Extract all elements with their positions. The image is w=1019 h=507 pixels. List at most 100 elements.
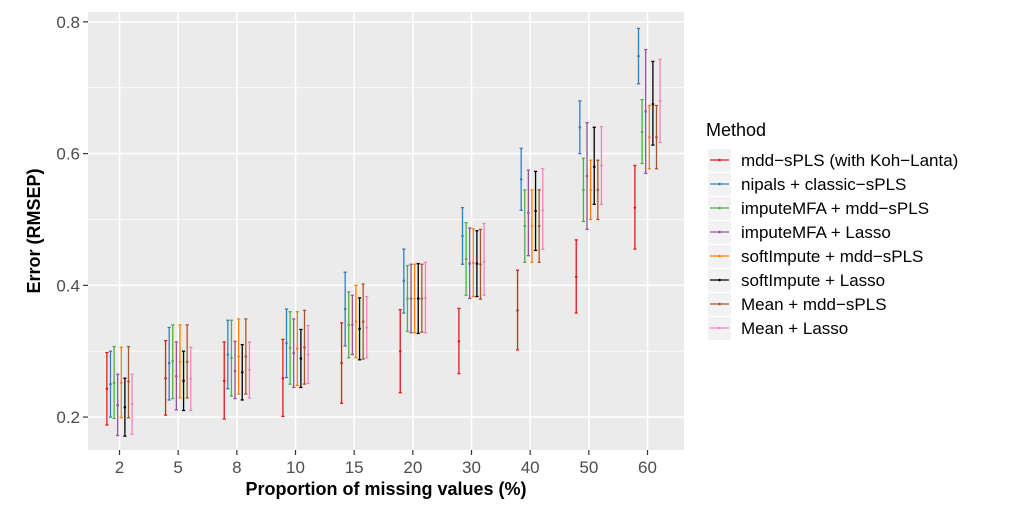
x-tick-label: 15 <box>345 458 364 477</box>
mean-point <box>351 323 354 327</box>
errorbar <box>654 104 659 170</box>
mean-point <box>534 209 537 213</box>
legend-item: nipals + classic−sPLS <box>708 173 906 196</box>
mean-point <box>285 341 288 345</box>
mean-point <box>482 260 486 263</box>
x-tick-label: 20 <box>403 458 422 477</box>
legend-label: mdd−sPLS (with Koh−Lanta) <box>741 151 958 170</box>
errorbar <box>644 48 648 175</box>
errorbar <box>357 297 362 361</box>
errorbar <box>178 324 182 399</box>
legend: Method mdd−sPLS (with Koh−Lanta) nipals +… <box>706 120 958 340</box>
mean-point <box>409 297 413 300</box>
mean-point <box>413 297 416 300</box>
mean-point <box>648 135 651 139</box>
mean-point <box>468 262 472 265</box>
mean-point <box>365 326 369 329</box>
legend-label: nipals + classic−sPLS <box>741 175 906 194</box>
mean-point <box>585 174 589 178</box>
legend-item: Mean + Lasso <box>708 317 848 340</box>
errorbar <box>229 319 234 397</box>
mean-point <box>248 368 251 371</box>
errorbar <box>281 338 285 418</box>
x-tick-label: 60 <box>638 458 657 477</box>
errorbar <box>640 98 644 165</box>
errorbar <box>108 350 113 418</box>
errorbar <box>457 307 461 375</box>
errorbar <box>515 269 520 351</box>
mean-point <box>105 387 109 391</box>
x-tick-label: 50 <box>579 458 598 477</box>
mean-point <box>475 262 479 265</box>
errorbar <box>343 271 347 347</box>
errorbar <box>541 168 545 250</box>
errorbar <box>237 318 241 395</box>
errorbar <box>398 309 402 394</box>
errorbar <box>402 248 406 314</box>
mean-point <box>424 296 427 300</box>
mean-point <box>541 208 545 212</box>
errorbar <box>526 169 530 257</box>
errorbar <box>423 261 428 334</box>
mean-point <box>112 381 116 385</box>
mean-point <box>516 309 519 312</box>
errorbar <box>537 189 541 263</box>
mean-point <box>182 379 185 383</box>
mean-point <box>640 130 644 134</box>
mean-point <box>171 359 175 363</box>
errorbar <box>116 373 120 437</box>
x-tick-label: 30 <box>462 458 481 477</box>
mean-point <box>303 345 306 349</box>
errorbar <box>306 324 310 385</box>
mean-point <box>644 110 647 113</box>
errorbar-layer <box>105 27 662 437</box>
mean-point <box>461 234 464 238</box>
errorbar <box>105 351 109 426</box>
mean-point <box>343 307 347 311</box>
mean-point <box>123 405 127 409</box>
legend-item: imputeMFA + Lasso <box>708 221 891 244</box>
mean-point <box>281 376 285 380</box>
errorbar <box>174 341 178 411</box>
mean-point <box>600 164 603 167</box>
mean-point <box>175 374 178 378</box>
errorbar <box>585 122 589 231</box>
mean-point <box>296 347 299 350</box>
mean-point <box>420 297 424 300</box>
mean-point <box>167 361 171 365</box>
legend-item: mdd−sPLS (with Koh−Lanta) <box>708 149 958 172</box>
errorbar <box>589 159 593 221</box>
x-tick-label: 5 <box>173 458 182 477</box>
mean-point <box>288 346 292 350</box>
mean-point <box>416 297 420 300</box>
errorbar <box>599 125 604 205</box>
errorbar <box>123 377 127 437</box>
mean-point <box>226 353 230 356</box>
mean-point <box>406 297 409 300</box>
legend-label: imputeMFA + Lasso <box>741 223 891 242</box>
errorbar <box>167 326 171 401</box>
mean-point <box>402 279 406 283</box>
legend-label: softImpute + Lasso <box>741 271 885 290</box>
errorbar <box>181 350 186 412</box>
errorbar <box>226 319 230 390</box>
errorbar <box>409 263 413 334</box>
legend-title: Method <box>706 120 766 140</box>
errorbar <box>247 341 252 399</box>
errorbar <box>581 157 586 223</box>
mean-point <box>185 360 189 364</box>
errorbar <box>460 206 465 265</box>
mean-point <box>189 377 193 381</box>
errorbar <box>413 263 417 334</box>
mean-point <box>530 224 534 228</box>
mean-point <box>589 188 592 192</box>
errorbar <box>292 318 296 389</box>
legend-key-point <box>718 206 721 210</box>
mean-point <box>230 356 233 360</box>
major-gridlines <box>88 12 684 450</box>
errorbar <box>658 58 662 144</box>
mean-point <box>244 355 248 358</box>
legend-item: Mean + mdd−sPLS <box>708 293 887 316</box>
mean-point <box>637 54 640 58</box>
